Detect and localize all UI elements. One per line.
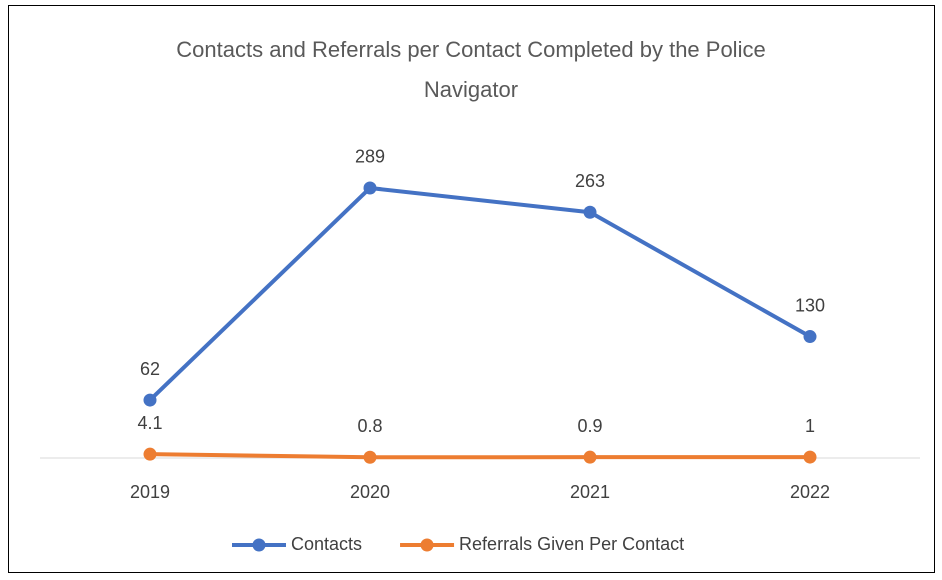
series-line [148, 185, 811, 402]
data-label: 130 [795, 295, 825, 315]
data-point [803, 450, 817, 464]
data-point [583, 205, 597, 219]
data-label: 263 [575, 171, 605, 191]
x-tick-label: 2020 [350, 482, 390, 502]
legend-marker [420, 538, 434, 552]
chart-title: Contacts and Referrals per Contact Compl… [176, 37, 766, 102]
data-label: 0.8 [357, 416, 382, 436]
x-tick-label: 2022 [790, 482, 830, 502]
legend-label: Referrals Given Per Contact [459, 534, 684, 554]
data-point [803, 330, 817, 344]
data-label: 4.1 [137, 413, 162, 433]
series-line [149, 452, 811, 460]
data-point [583, 450, 597, 464]
data-point [363, 181, 377, 195]
chart-frame [8, 5, 935, 573]
data-label: 289 [355, 147, 385, 167]
data-point [363, 450, 377, 464]
data-label: 62 [140, 359, 160, 379]
data-label: 1 [805, 416, 815, 436]
x-tick-label: 2019 [130, 482, 170, 502]
x-tick-label: 2021 [570, 482, 610, 502]
legend-marker [252, 538, 266, 552]
legend-label: Contacts [291, 534, 362, 554]
data-point [143, 393, 157, 407]
data-label: 0.9 [577, 416, 602, 436]
data-point [143, 447, 157, 461]
